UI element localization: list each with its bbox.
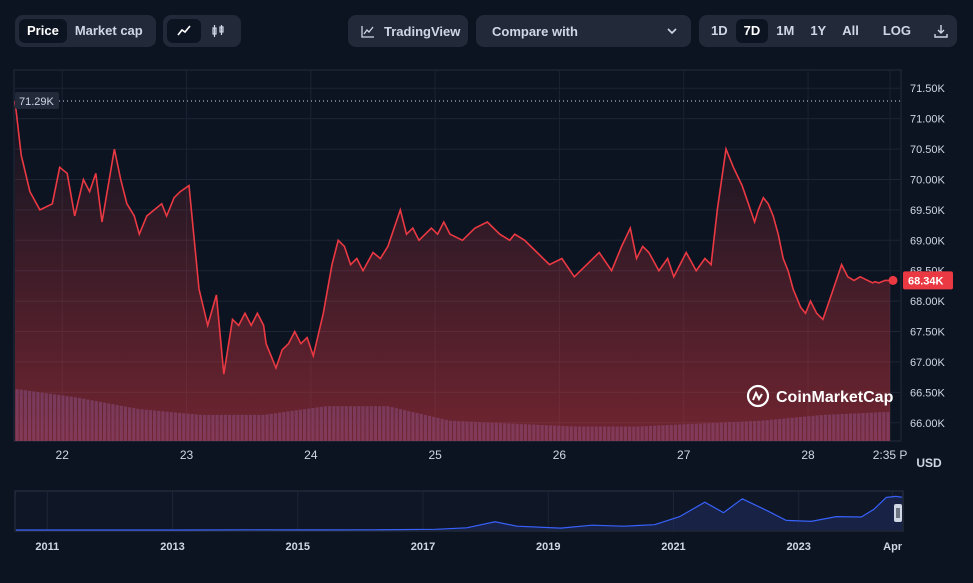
navigator-area bbox=[16, 496, 902, 530]
range-all[interactable]: All bbox=[842, 23, 859, 38]
chart-type-toggle bbox=[163, 15, 241, 47]
log-toggle[interactable]: LOG bbox=[882, 23, 912, 38]
navigator-line bbox=[16, 495, 903, 531]
x-tick-label: 25 bbox=[428, 448, 442, 462]
navigator-x-tick-label: 2017 bbox=[411, 541, 435, 553]
y-tick-label: 70.00K bbox=[910, 174, 946, 186]
navigator-x-tick-label: Apr bbox=[883, 541, 903, 553]
range-1m[interactable]: 1M bbox=[776, 23, 795, 38]
current-price-label: 68.34K bbox=[903, 271, 953, 290]
x-tick-label: 24 bbox=[304, 448, 318, 462]
y-tick-label: 71.50K bbox=[910, 83, 946, 95]
y-axis: 71.50K71.00K70.50K70.00K69.50K69.00K68.5… bbox=[910, 83, 946, 430]
y-tick-label: 66.00K bbox=[910, 418, 946, 430]
coinmarketcap-watermark: CoinMarketCap bbox=[746, 384, 894, 408]
y-tick-label: 66.50K bbox=[910, 387, 946, 399]
y-tick-label: 70.50K bbox=[910, 144, 946, 156]
start-price-label: 71.29K bbox=[15, 92, 59, 110]
tab-market-cap[interactable]: Market cap bbox=[74, 23, 143, 38]
x-axis: 22 23 24 25 26 27 28 2:35 P bbox=[56, 448, 908, 462]
tradingview-button[interactable]: TradingView bbox=[348, 15, 468, 47]
tradingview-chart-icon bbox=[360, 23, 376, 39]
tradingview-label: TradingView bbox=[384, 23, 461, 39]
y-tick-label: 68.00K bbox=[910, 296, 946, 308]
y-tick-label: 69.50K bbox=[910, 205, 946, 217]
start-price-text: 71.29K bbox=[19, 96, 55, 108]
candlestick-icon[interactable] bbox=[201, 19, 235, 43]
navigator-x-tick-label: 2021 bbox=[661, 541, 685, 553]
current-price-dot bbox=[888, 275, 898, 285]
x-tick-label: 23 bbox=[180, 448, 194, 462]
range-7d[interactable]: 7D bbox=[735, 19, 769, 43]
compare-with-dropdown[interactable]: Compare with bbox=[476, 15, 691, 47]
line-chart-icon[interactable] bbox=[167, 19, 201, 43]
download-icon[interactable] bbox=[927, 19, 955, 43]
navigator-x-tick-label: 2019 bbox=[536, 541, 560, 553]
currency-label: USD bbox=[916, 456, 942, 470]
range-1y[interactable]: 1Y bbox=[810, 23, 827, 38]
y-tick-label: 69.00K bbox=[910, 235, 946, 247]
range-1d[interactable]: 1D bbox=[711, 23, 728, 38]
x-tick-label: 2:35 P bbox=[873, 448, 908, 462]
x-tick-label: 22 bbox=[56, 448, 70, 462]
chevron-down-icon bbox=[665, 24, 679, 38]
navigator-x-tick-label: 2013 bbox=[160, 541, 184, 553]
price-marketcap-toggle: Price Market cap bbox=[15, 15, 156, 47]
navigator-handle[interactable] bbox=[894, 504, 902, 522]
price-line bbox=[14, 100, 891, 375]
price-area bbox=[15, 101, 891, 441]
coinmarketcap-logo-icon bbox=[746, 384, 770, 408]
compare-with-label: Compare with bbox=[492, 23, 578, 39]
navigator-x-tick-label: 2015 bbox=[286, 541, 310, 553]
navigator-x-tick-label: 2011 bbox=[35, 541, 59, 553]
x-tick-label: 26 bbox=[553, 448, 567, 462]
x-tick-label: 27 bbox=[677, 448, 691, 462]
y-tick-label: 67.00K bbox=[910, 357, 946, 369]
current-price-text: 68.34K bbox=[908, 275, 944, 287]
navigator-x-axis: 2011 2013 2015 2017 2019 2021 2023 Apr bbox=[35, 541, 902, 553]
range-selector: 1D 7D 1M 1Y All LOG bbox=[699, 15, 957, 47]
y-tick-label: 71.00K bbox=[910, 114, 946, 126]
tab-price[interactable]: Price bbox=[19, 19, 67, 43]
navigator-x-tick-label: 2023 bbox=[786, 541, 810, 553]
navigator-chart[interactable]: 2011 2013 2015 2017 2019 2021 2023 Apr bbox=[0, 486, 973, 556]
x-tick-label: 28 bbox=[801, 448, 815, 462]
price-chart[interactable]: 71.50K71.00K70.50K70.00K69.50K69.00K68.5… bbox=[0, 60, 973, 480]
watermark-text: CoinMarketCap bbox=[776, 389, 894, 406]
y-tick-label: 67.50K bbox=[910, 327, 946, 339]
